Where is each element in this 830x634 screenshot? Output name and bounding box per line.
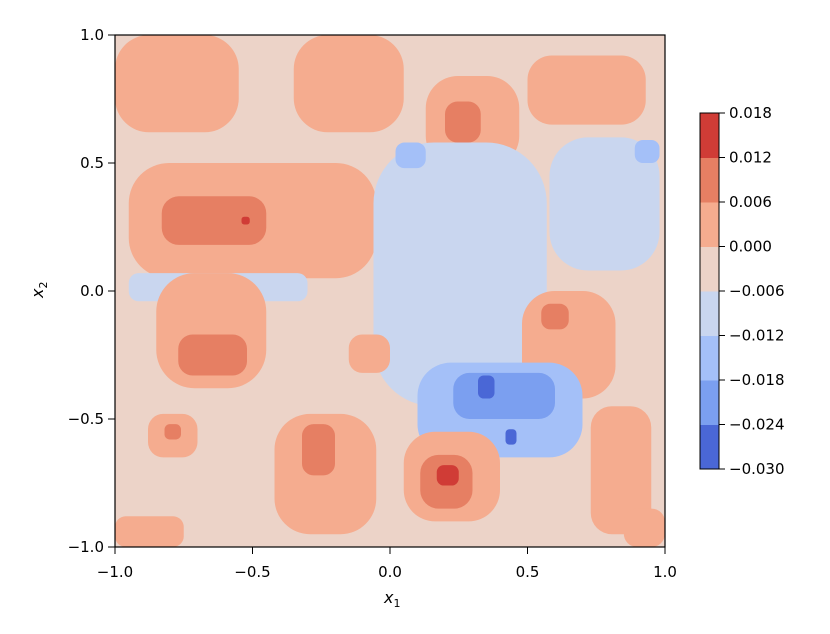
contour-region-positive-12	[541, 303, 569, 330]
colorbar-tick-label: −0.012	[729, 327, 785, 345]
colorbar-band	[700, 246, 719, 292]
contour-region-negative-6	[373, 142, 547, 407]
contour-region-positive-6	[527, 55, 646, 125]
contour-region-negative-24	[478, 375, 495, 399]
y-tick-label: 0.5	[80, 154, 104, 172]
contour-region-positive-18	[241, 216, 250, 225]
contour-plot-area	[114, 34, 666, 548]
colorbar-band	[700, 113, 719, 158]
colorbar-band	[700, 291, 719, 336]
contour-region-negative-12	[395, 142, 426, 169]
colorbar-tick-label: −0.006	[729, 282, 785, 300]
colorbar-tick-label: 0.018	[729, 104, 772, 122]
y-tick-label: 1.0	[80, 26, 104, 44]
x-tick-label: 0.5	[516, 563, 540, 581]
y-tick-label: −0.5	[68, 410, 104, 428]
colorbar-tick-label: −0.018	[729, 371, 785, 389]
contour-region-positive-6	[590, 406, 652, 535]
colorbar-tick-label: −0.024	[729, 416, 785, 434]
y-axis-label: x2	[28, 282, 50, 299]
colorbar-band	[700, 335, 719, 381]
x-axis-label: x1	[383, 588, 400, 610]
colorbar: −0.030 −0.024 −0.018 −0.012 −0.006 0.000 0.006…	[699, 104, 785, 478]
colorbar-bands	[700, 113, 719, 470]
y-tick-label: −1.0	[68, 538, 104, 556]
colorbar-tick-label: 0.006	[729, 193, 772, 211]
x-axis-label-subscript: 1	[393, 597, 400, 610]
contour-region-negative-18	[453, 372, 555, 419]
colorbar-ticks: −0.030 −0.024 −0.018 −0.012 −0.006 0.000 0.006…	[719, 104, 785, 478]
colorbar-tick-label: 0.012	[729, 149, 772, 167]
contour-region-positive-12	[161, 196, 267, 245]
colorbar-band	[700, 380, 719, 425]
contour-region-positive-6	[115, 35, 239, 133]
colorbar-tick-label: 0.000	[729, 238, 772, 256]
contour-region-positive-6	[623, 508, 665, 547]
y-axis: −1.0 −0.5 0.0 0.5 1.0 x2	[28, 26, 115, 556]
contour-region-negative-24	[505, 429, 517, 445]
colorbar-band	[700, 202, 719, 247]
colorbar-tick-label: −0.030	[729, 460, 785, 478]
y-tick-label: 0.0	[80, 282, 104, 300]
colorbar-band	[700, 424, 719, 470]
contour-region-positive-18	[436, 465, 459, 486]
contour-region-positive-6	[348, 334, 390, 373]
x-tick-label: 1.0	[653, 563, 677, 581]
x-axis-label-main: x	[383, 588, 394, 607]
x-axis: −1.0 −0.5 0.0 0.5 1.0 x1	[97, 547, 677, 610]
colorbar-band	[700, 157, 719, 203]
contour-region-positive-12	[445, 101, 481, 143]
contour-regions	[115, 35, 665, 547]
x-tick-label: 0.0	[378, 563, 402, 581]
x-tick-label: −1.0	[97, 563, 133, 581]
y-axis-label-main: x	[28, 288, 47, 299]
contour-region-positive-12	[178, 334, 247, 376]
contour-region-positive-6	[115, 516, 184, 547]
contour-region-positive-6	[293, 35, 404, 133]
contour-region-negative-6	[549, 137, 660, 271]
contour-region-positive-12	[302, 424, 335, 476]
y-axis-label-subscript: 2	[37, 282, 50, 289]
contour-region-negative-12	[634, 139, 660, 163]
x-tick-label: −0.5	[234, 563, 270, 581]
contour-region-positive-12	[164, 424, 181, 440]
